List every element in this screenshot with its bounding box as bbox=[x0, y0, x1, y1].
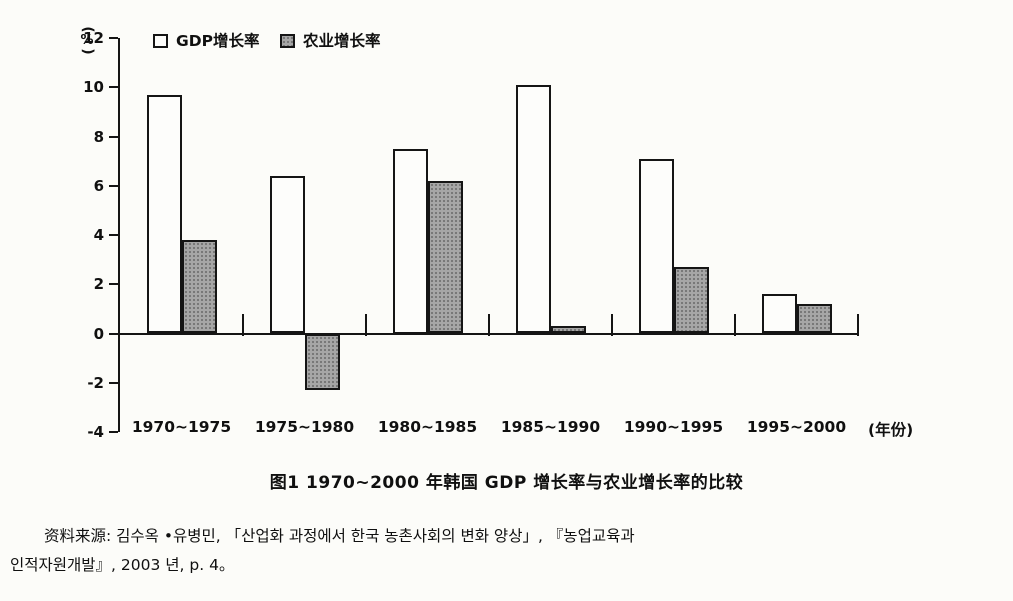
y-tick-label: 0 bbox=[93, 324, 104, 343]
y-tick bbox=[109, 184, 118, 187]
y-tick bbox=[109, 332, 118, 335]
x-axis-tick bbox=[734, 313, 736, 336]
bar-agriculture bbox=[550, 326, 586, 334]
legend-item: GDP增长率 bbox=[153, 33, 259, 49]
bar-gdp bbox=[392, 148, 428, 334]
bar-gdp bbox=[761, 294, 797, 334]
legend-label: 农业增长率 bbox=[303, 32, 381, 50]
source-line-2: 인적자원개발』, 2003 년, p. 4。 bbox=[10, 556, 235, 574]
bar-agriculture bbox=[181, 239, 217, 334]
y-tick bbox=[109, 283, 118, 286]
bar-agriculture bbox=[673, 267, 709, 334]
x-axis-tick bbox=[488, 313, 490, 336]
y-tick bbox=[109, 431, 118, 433]
percent-symbol: % bbox=[80, 33, 94, 48]
y-tick-label: -2 bbox=[87, 373, 104, 392]
y-axis-line bbox=[118, 38, 120, 432]
x-axis-unit-label: (年份) bbox=[868, 421, 914, 439]
x-axis-label: 1970~1975 bbox=[131, 418, 232, 436]
bar-gdp bbox=[269, 175, 305, 334]
bar-agriculture bbox=[304, 333, 340, 391]
y-tick bbox=[109, 86, 118, 89]
x-axis-tick bbox=[242, 313, 244, 336]
x-axis-tick bbox=[365, 313, 367, 336]
bar-gdp bbox=[515, 84, 551, 334]
legend-item: 农业增长率 bbox=[280, 33, 381, 49]
y-tick-label: 4 bbox=[93, 226, 104, 244]
y-tick-label: 2 bbox=[93, 275, 104, 294]
paren-top-icon: ( bbox=[79, 26, 96, 33]
bar-agriculture bbox=[796, 303, 832, 334]
legend-label: GDP增长率 bbox=[176, 32, 260, 50]
source-line-1: 资料来源: 김수옥 •유병민, 「산업화 과정에서 한국 농촌사회의 변화 양상… bbox=[44, 527, 635, 545]
x-axis-tick bbox=[611, 313, 613, 336]
bar-gdp bbox=[638, 158, 674, 334]
x-axis-label: 1980~1985 bbox=[377, 418, 478, 436]
x-axis-tick bbox=[857, 313, 859, 336]
paren-bottom-icon: ) bbox=[79, 48, 96, 55]
y-tick-label: 12 bbox=[83, 29, 104, 47]
x-axis-label: 1985~1990 bbox=[500, 418, 601, 436]
y-tick-label: -4 bbox=[87, 423, 104, 441]
bar-agriculture bbox=[427, 180, 463, 334]
y-tick bbox=[109, 37, 118, 39]
y-tick-label: 6 bbox=[93, 176, 104, 195]
x-axis-label: 1975~1980 bbox=[254, 418, 355, 436]
y-tick-label: 10 bbox=[83, 78, 104, 97]
figure-caption: 图1 1970~2000 年韩国 GDP 增长率与农业增长率的比较 bbox=[269, 473, 744, 493]
y-tick bbox=[109, 381, 118, 384]
legend-swatch-gdp bbox=[153, 34, 168, 48]
y-tick bbox=[109, 135, 118, 138]
legend-swatch-agriculture bbox=[280, 34, 295, 48]
x-axis-label: 1990~1995 bbox=[623, 418, 724, 436]
x-axis-label: 1995~2000 bbox=[746, 418, 847, 436]
y-tick-label: 8 bbox=[93, 127, 104, 146]
bar-gdp bbox=[146, 94, 182, 334]
y-axis-unit-label: (%) bbox=[76, 24, 98, 57]
y-tick bbox=[109, 234, 118, 236]
bar-chart: 12 10 8 6 4 2 0 -2 -4 GDP增长率 农业增长率 1970~1975 1975~19… bbox=[76, 24, 914, 441]
